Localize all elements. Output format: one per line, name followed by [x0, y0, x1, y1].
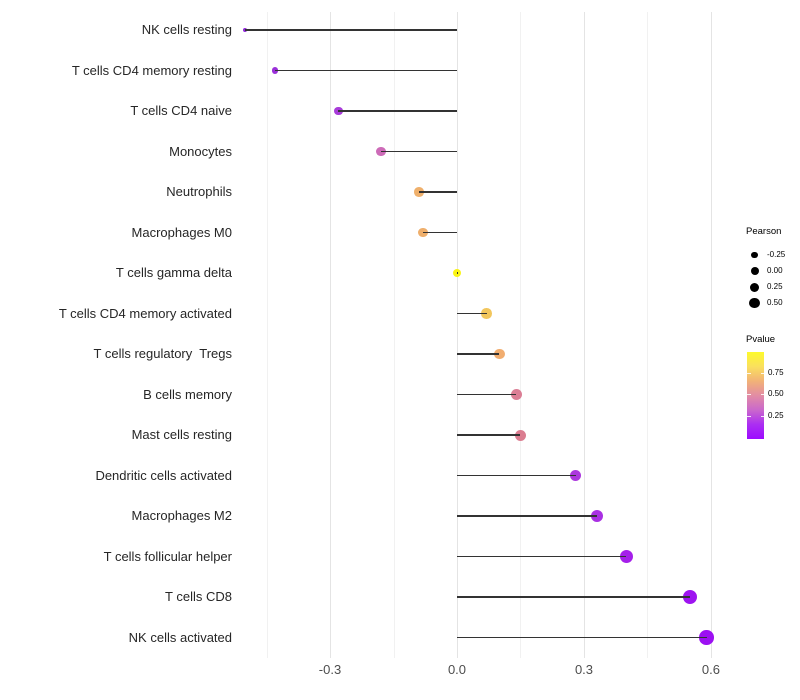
- category-label: Macrophages M0: [131, 224, 232, 240]
- pvalue-legend-title: Pvalue: [746, 334, 776, 345]
- x-tick-label: 0.3: [574, 662, 594, 677]
- category-label: T cells CD4 memory activated: [58, 305, 232, 321]
- category-label: T cells CD4 memory resting: [71, 62, 232, 78]
- stem-line: [423, 231, 457, 234]
- pearson-legend-dot: [750, 282, 759, 292]
- data-point: [510, 389, 522, 400]
- category-label: T cells CD8: [165, 589, 232, 604]
- pearson-legend-value: 0.25: [767, 282, 783, 291]
- category-label: T cells gamma delta: [115, 265, 232, 280]
- gridline-minor: [520, 12, 522, 658]
- category-label: Dendritic cells activated: [95, 467, 232, 483]
- category-label: T cells regulatory Tregs: [93, 346, 232, 361]
- stem-line: [418, 191, 457, 193]
- data-point: [481, 308, 492, 319]
- stem-line: [457, 353, 500, 355]
- gridline-major: [330, 12, 331, 658]
- pvalue-colorbar-tick: [760, 372, 764, 374]
- category-label: Macrophages M2: [131, 508, 232, 523]
- gridline-minor: [393, 12, 395, 658]
- pearson-legend-dot: [750, 267, 759, 275]
- category-label: Neutrophils: [166, 184, 232, 199]
- stem-line: [457, 393, 517, 396]
- category-label: T cells follicular helper: [103, 548, 232, 564]
- stem-line: [457, 474, 576, 477]
- data-point: [590, 510, 603, 522]
- pearson-legend-value: 0.00: [767, 266, 783, 275]
- data-point: [682, 590, 697, 604]
- gridline-major: [710, 12, 712, 658]
- x-tick-label: 0.0: [447, 662, 467, 677]
- stem-line: [457, 555, 627, 558]
- data-point: [619, 550, 633, 563]
- data-point: [699, 630, 714, 645]
- pvalue-colorbar-tick: [747, 394, 751, 396]
- pvalue-colorbar-tick: [747, 415, 751, 417]
- stem-line: [380, 150, 457, 153]
- x-tick-label: -0.3: [318, 662, 342, 677]
- stem-line: [457, 515, 597, 517]
- pvalue-legend-value: 0.75: [768, 367, 784, 377]
- pearson-legend-value: 0.50: [767, 298, 783, 307]
- data-point: [569, 469, 582, 482]
- stem-line: [245, 29, 457, 31]
- stem-line: [338, 110, 457, 112]
- data-point: [514, 429, 526, 441]
- data-point: [494, 348, 505, 360]
- category-label: B cells memory: [143, 386, 232, 402]
- stem-line: [457, 636, 707, 639]
- pvalue-colorbar-tick: [760, 394, 764, 396]
- pvalue-legend-value: 0.25: [768, 410, 784, 420]
- x-tick-label: 0.6: [701, 662, 720, 677]
- category-label: NK cells resting: [141, 22, 232, 37]
- stem-line: [457, 272, 458, 274]
- category-label: NK cells activated: [128, 629, 232, 645]
- category-label: Monocytes: [169, 143, 232, 159]
- stem-line: [274, 69, 457, 72]
- pearson-legend-dot: [751, 251, 758, 259]
- category-label: Mast cells resting: [131, 427, 232, 442]
- stem-line: [457, 312, 487, 315]
- pvalue-legend-value: 0.50: [768, 389, 784, 399]
- gridline-minor: [647, 12, 649, 658]
- gridline-major: [457, 12, 458, 658]
- pvalue-colorbar: [747, 352, 764, 439]
- pearson-legend-dot: [749, 297, 760, 309]
- pearson-legend-value: -0.25: [767, 250, 786, 259]
- gridline-minor: [266, 12, 268, 658]
- pvalue-colorbar-tick: [760, 415, 764, 417]
- gridline-major: [583, 12, 585, 658]
- stem-line: [457, 434, 521, 436]
- pearson-legend-title: Pearson: [746, 226, 782, 237]
- category-label: T cells CD4 naive: [130, 103, 232, 118]
- pvalue-colorbar-tick: [747, 372, 751, 374]
- stem-line: [457, 596, 690, 598]
